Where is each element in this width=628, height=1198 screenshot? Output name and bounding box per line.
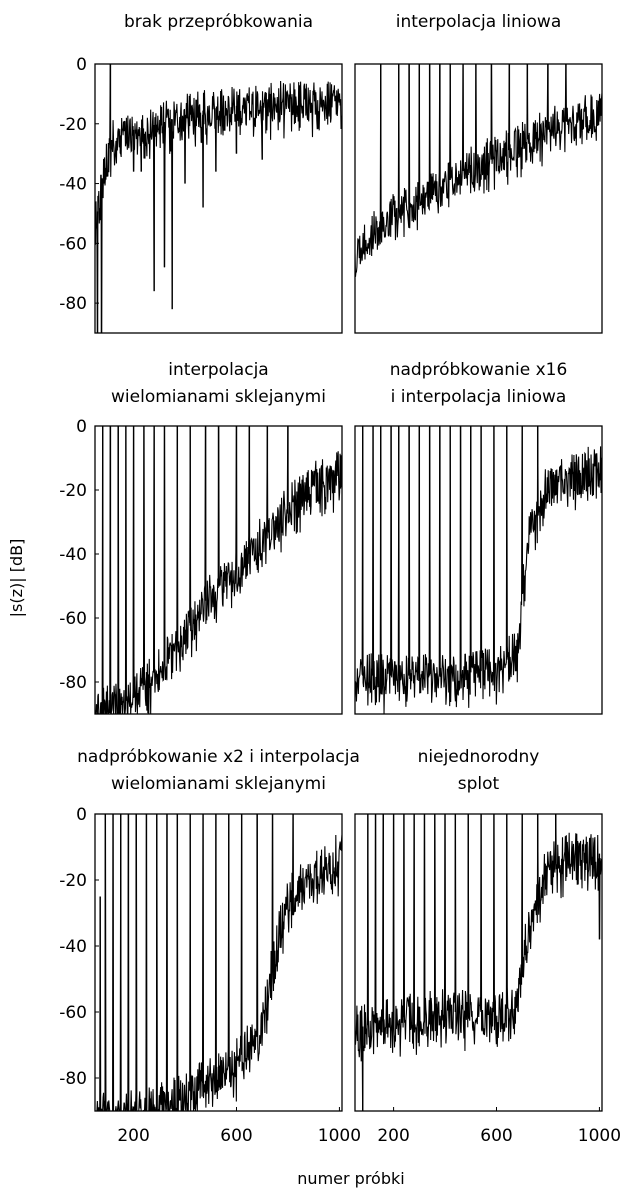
y-tick-label: 0 [76,417,87,437]
x-tick-label: 200 [377,1126,409,1146]
y-tick-label: -40 [59,175,87,195]
y-tick-label: -80 [59,1069,87,1089]
subplot-title-line: interpolacja liniowa [396,12,562,32]
signal-trace [355,814,602,1111]
subplot-frame [94,425,343,715]
subplot-title-line: i interpolacja liniowa [391,387,567,407]
signal-trace [95,814,342,1111]
x-tick-label: 200 [117,1126,149,1146]
subplot-title-line: splot [458,774,500,794]
signal-trace [95,64,342,333]
subplot-title-line: nadpróbkowanie x2 i interpolacja [77,747,360,767]
y-axis-label: |s(z)| [dB] [7,539,26,618]
x-axis-label: numer próbki [297,1169,404,1188]
y-tick-label: -60 [59,234,87,254]
subplot-5: nadpróbkowanie x2 i interpolacja wielomia… [59,747,361,1146]
y-tick-label: 0 [76,805,87,825]
subplot-3: interpolacja wielomianami sklejanymi 0 -20 -… [59,360,343,715]
subplot-title-line: brak przepróbkowania [124,12,313,32]
y-tick-label: -20 [59,115,87,135]
subplot-6: niejednorodny splot 200 600 1000 [354,747,621,1146]
x-tick-label: 600 [220,1126,252,1146]
subplot-title-line: wielomianami sklejanymi [111,774,326,794]
y-tick-label: 0 [76,55,87,75]
subplot-title-line: nadpróbkowanie x16 [390,360,568,380]
y-tick-label: -20 [59,481,87,501]
x-tick-label: 600 [480,1126,512,1146]
y-tick-label: -40 [59,545,87,565]
subplot-1: brak przepróbkowania 0 -20 -40 -60 -80 [59,12,343,334]
x-tick-label: 1000 [578,1126,621,1146]
subplot-title-line: niejednorodny [418,747,540,767]
subplot-frame [354,63,603,334]
subplot-grid: brak przepróbkowania0-20-40-60-80interpo… [59,12,621,1146]
subplot-title-line: interpolacja [168,360,268,380]
subplot-2: interpolacja liniowa [354,12,603,334]
subplot-frame [354,813,603,1112]
signal-trace [355,426,602,714]
y-tick-label: -80 [59,294,87,314]
signal-trace [355,64,602,277]
x-tick-label: 1000 [318,1126,361,1146]
y-tick-label: -20 [59,871,87,891]
y-tick-label: -60 [59,609,87,629]
y-tick-label: -60 [59,1003,87,1023]
y-tick-label: -80 [59,673,87,693]
subplot-frame [94,813,343,1112]
y-tick-label: -40 [59,937,87,957]
subplot-frame [94,63,343,334]
subplot-title-line: wielomianami sklejanymi [111,387,326,407]
subplot-4: nadpróbkowanie x16 i interpolacja liniowa [354,360,603,715]
subplot-frame [354,425,603,715]
